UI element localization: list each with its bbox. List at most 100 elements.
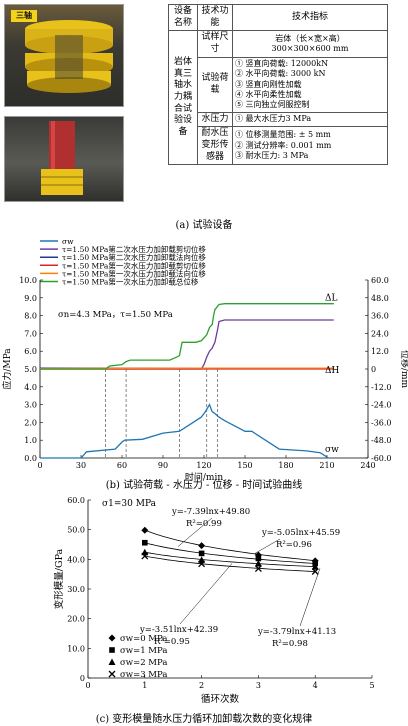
spec-line: ② 测试分辨率: 0.001 mm	[235, 140, 332, 150]
sigma1-annotation: σ1=30 MPa	[102, 499, 157, 509]
caption-b: (b) 试验荷载 - 水压力 - 位移 - 时间试验曲线	[105, 480, 303, 491]
stress-annotation: σn=4.3 MPa，τ=1.50 MPa	[58, 310, 173, 320]
column-illustration	[41, 121, 83, 195]
y-axis-label: 变形模量/GPa	[53, 548, 65, 609]
function-cell: 试验荷载	[197, 56, 233, 113]
y-tick-label: 40.0	[67, 555, 85, 564]
data-point	[142, 539, 148, 546]
spec-line: ④ 水平向柔性加载	[235, 89, 302, 99]
x-tick-label: 30	[76, 461, 86, 470]
y-tick-label: 2.0	[24, 418, 37, 427]
series-line	[40, 303, 334, 370]
data-point-stroke	[311, 568, 319, 575]
y2-tick-label: 0	[371, 365, 376, 374]
data-point	[255, 555, 262, 562]
spec-line: ⑤ 三向独立伺服控制	[235, 100, 310, 110]
y-tick-label: 5.0	[24, 365, 37, 374]
spec-cell: ① 竖直向荷载: 12000kN ② 水平向荷载: 3000 kN ③ 竖直向刚…	[232, 56, 388, 113]
x-tick-label: 1	[142, 681, 147, 690]
data-point	[141, 552, 149, 560]
data-point	[198, 550, 205, 557]
spec-line: ① 最大水压力3 MPa	[235, 114, 312, 124]
data-point	[109, 647, 115, 653]
data-point-stroke	[254, 565, 262, 572]
data-point	[108, 670, 116, 678]
chart-c: 0 10.0 20.0 30.0 40.0 50.0 60.0 0 1 2 3 4 5 循环次数 变形模量/…	[53, 496, 375, 705]
legend-label: τ=1.50 MPa第一次水压力加卸载总位移	[62, 277, 199, 287]
spec-cell: ① 最大水压力3 MPa	[232, 111, 388, 128]
photo-tag: 三轴	[11, 10, 37, 22]
spec-line: 岩体（长×宽×高）	[275, 33, 345, 43]
legend-label: σw	[62, 237, 74, 246]
fit-r2: R²=0.98	[272, 639, 308, 649]
table-header-cell: 技术功能	[197, 3, 233, 32]
legend-label: τ=1.50 MPa第二次水压力加卸载剪切位移	[62, 244, 206, 254]
spec-line: ③ 耐水压力: 3 MPa	[235, 151, 309, 161]
caption-c: (c) 变形模量随水压力循环加卸载次数的变化规律	[95, 714, 313, 725]
y-tick-label: 20.0	[67, 615, 85, 624]
photo-tag-text: 三轴	[16, 11, 32, 20]
fit-curve	[144, 529, 316, 562]
fit-r2: R²=0.99	[186, 519, 222, 529]
series-line	[40, 403, 329, 459]
table-row: 试验荷载 ① 竖直向荷载: 12000kN ② 水平向荷载: 3000 kN ③…	[169, 56, 388, 113]
data-point	[141, 526, 149, 534]
x-tick-label: 2	[199, 681, 204, 690]
equipment-spec-table: 设备名称 技术功能 技术指标 岩体真三轴水力耦合试验设备 试样尺寸 岩体（长×宽…	[168, 3, 388, 166]
y-tick-label: 1.0	[24, 436, 37, 445]
table-row: 岩体真三轴水力耦合试验设备 试样尺寸 岩体（长×宽×高） 300×300×600…	[168, 30, 388, 166]
fit-equation: y=-3.79lnx+41.13	[257, 627, 336, 637]
spec-line: ② 水平向荷载: 3000 kN	[235, 69, 326, 79]
data-point	[108, 634, 116, 642]
table-header-row: 设备名称 技术功能 技术指标	[168, 3, 388, 32]
legend-label: σw=0 MPa	[120, 634, 167, 644]
function-cell: 水压力	[197, 111, 233, 128]
y2-tick-label: -12.0	[371, 383, 392, 392]
fit-curve	[144, 555, 316, 572]
x-axis-label: 时间/min	[185, 471, 223, 482]
legend-label: σw=3 MPa	[120, 670, 167, 680]
x-tick-label: 3	[256, 681, 261, 690]
y2-tick-label: 24.0	[371, 329, 389, 338]
spec-line: ③ 竖直向刚性加载	[235, 79, 302, 89]
table-header-cell: 技术指标	[232, 3, 388, 32]
y2-tick-label: 48.0	[371, 294, 389, 303]
legend-label: τ=1.50 MPa第一次水压力加卸载剪切位移	[62, 260, 206, 270]
x-tick-label: 210	[319, 461, 334, 470]
sigma-w-label: σw	[325, 445, 339, 455]
legend-label: τ=1.50 MPa第二次水压力加卸载法向位移	[62, 252, 206, 262]
function-cell: 试样尺寸	[197, 30, 233, 58]
y-tick-label: 30.0	[67, 585, 85, 594]
x-tick-label: 5	[369, 681, 374, 690]
y-tick-label: 10.0	[19, 276, 37, 285]
data-point	[108, 658, 116, 665]
legend-label: σw=1 MPa	[120, 646, 167, 656]
fit-equation: y=-7.39lnx+49.80	[171, 507, 250, 517]
spec-cell: ① 位移测量范围: ± 5 mm ② 测试分辨率: 0.001 mm ③ 耐水压…	[232, 126, 388, 166]
data-point	[198, 560, 206, 568]
spec-line: ① 竖直向荷载: 12000kN	[235, 58, 329, 68]
y2-tick-label: -60.0	[371, 454, 392, 463]
x-tick-label: 60	[117, 461, 127, 470]
x-tick-label: 4	[313, 681, 318, 690]
fit-equation: y=-3.51lnx+42.39	[139, 625, 218, 635]
x-tick-label: 180	[278, 461, 293, 470]
spec-cell: 岩体（长×宽×高） 300×300×600 mm	[232, 30, 388, 58]
caption-a: (a) 试验设备	[175, 220, 233, 231]
fit-r2: R²=0.96	[276, 540, 312, 550]
table-row: 耐水压变形传感器 ① 位移测量范围: ± 5 mm ② 测试分辨率: 0.001…	[169, 126, 388, 166]
y-tick-label: 3.0	[24, 401, 37, 410]
equipment-photo-triaxial-cell: 三轴	[4, 4, 124, 107]
leader-line	[177, 517, 213, 547]
y2-tick-label: -48.0	[371, 436, 392, 445]
data-point-stroke	[198, 560, 206, 568]
data-point	[311, 563, 319, 570]
y-tick-label: 0.0	[24, 454, 37, 463]
fit-equation: y=-5.05lnx+45.59	[261, 528, 340, 538]
y2-tick-label: 36.0	[371, 312, 389, 321]
data-point	[198, 542, 206, 550]
y-tick-label: 7.0	[24, 329, 37, 338]
spec-line: 300×300×600 mm	[271, 44, 349, 54]
data-point	[311, 568, 319, 575]
